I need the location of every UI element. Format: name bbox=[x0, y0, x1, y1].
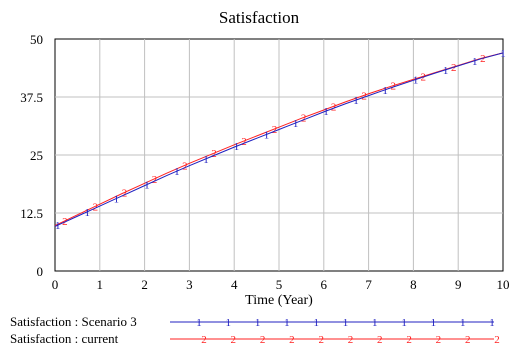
legend-item: Satisfaction : current 2 2 2 2 2 2 2 2 2 2 2 bbox=[10, 331, 500, 346]
series-marker: 1 bbox=[85, 207, 91, 219]
y-tick-label: 12.5 bbox=[20, 206, 43, 221]
series-marker: 2 bbox=[451, 62, 457, 74]
x-tick-label: 7 bbox=[365, 277, 372, 292]
x-tick-label: 9 bbox=[455, 277, 462, 292]
legend-marker: 1 bbox=[401, 317, 407, 329]
series-marker: 1 bbox=[174, 166, 180, 178]
x-tick-label: 8 bbox=[410, 277, 417, 292]
series-marker: 1 bbox=[382, 85, 388, 97]
series-marker: 1 bbox=[293, 118, 299, 130]
legend-marker: 1 bbox=[343, 317, 349, 329]
legend-marker: 2 bbox=[436, 334, 442, 346]
y-tick-label: 37.5 bbox=[20, 90, 43, 105]
legend-label: Satisfaction : Scenario 3 bbox=[10, 314, 137, 329]
series-marker: 1 bbox=[114, 193, 120, 205]
legend-marker: 2 bbox=[201, 334, 207, 346]
y-tick-label: 25 bbox=[30, 148, 43, 163]
legend-marker: 1 bbox=[226, 317, 232, 329]
legend-marker: 1 bbox=[255, 317, 261, 329]
series-marker: 2 bbox=[301, 113, 307, 125]
legend-marker: 2 bbox=[231, 334, 237, 346]
x-tick-label: 10 bbox=[497, 277, 510, 292]
series-marker: 1 bbox=[500, 48, 506, 60]
series-marker: 2 bbox=[211, 148, 217, 160]
legend-marker: 1 bbox=[460, 317, 466, 329]
series-marker: 2 bbox=[480, 53, 486, 65]
series-marker: 2 bbox=[122, 187, 128, 199]
x-tick-label: 2 bbox=[141, 277, 148, 292]
x-tick-label: 5 bbox=[276, 277, 283, 292]
legend-marker: 2 bbox=[348, 334, 354, 346]
legend-marker: 2 bbox=[494, 334, 500, 346]
series-marker: 2 bbox=[93, 201, 99, 213]
series-marker: 1 bbox=[472, 56, 478, 68]
series-scenario-3: 1 1 1 1 1 1 1 1 1 1 1 1 1 1 1 1 bbox=[54, 48, 506, 232]
series-marker: 2 bbox=[182, 160, 188, 172]
chart-title: Satisfaction bbox=[219, 8, 300, 27]
series-marker: 1 bbox=[203, 154, 209, 166]
grid-lines bbox=[55, 39, 503, 271]
legend-marker: 2 bbox=[406, 334, 412, 346]
series-marker: 1 bbox=[413, 75, 419, 87]
series-marker: 2 bbox=[152, 174, 158, 186]
x-tick-label: 4 bbox=[231, 277, 238, 292]
legend-marker: 1 bbox=[489, 317, 495, 329]
series-marker: 1 bbox=[353, 95, 359, 107]
y-tick-label: 0 bbox=[37, 264, 44, 279]
series-marker: 1 bbox=[144, 180, 150, 192]
legend: Satisfaction : Scenario 3 1 1 1 1 1 1 1 1 1 1 1Sati… bbox=[10, 314, 500, 346]
x-axis-label: Time (Year) bbox=[245, 293, 313, 308]
legend-marker: 1 bbox=[431, 317, 437, 329]
series-marker: 1 bbox=[264, 129, 270, 141]
legend-marker: 2 bbox=[318, 334, 324, 346]
legend-marker: 1 bbox=[372, 317, 378, 329]
legend-marker: 1 bbox=[313, 317, 319, 329]
legend-marker: 2 bbox=[260, 334, 266, 346]
x-tick-label: 3 bbox=[186, 277, 193, 292]
series-marker: 1 bbox=[55, 220, 61, 232]
x-tick-label: 0 bbox=[52, 277, 59, 292]
legend-marker: 2 bbox=[377, 334, 383, 346]
x-tick-label: 6 bbox=[321, 277, 328, 292]
series-marker: 1 bbox=[234, 141, 240, 153]
series-marker: 1 bbox=[443, 65, 449, 77]
legend-label: Satisfaction : current bbox=[10, 331, 119, 346]
legend-marker: 1 bbox=[284, 317, 290, 329]
x-tick-label: 1 bbox=[97, 277, 104, 292]
series-marker: 2 bbox=[272, 124, 278, 136]
series-line bbox=[54, 52, 504, 226]
series-line bbox=[54, 52, 504, 227]
legend-marker: 1 bbox=[196, 317, 202, 329]
series-marker: 2 bbox=[241, 136, 247, 148]
series-marker: 2 bbox=[361, 90, 367, 102]
series-marker: 1 bbox=[323, 106, 329, 118]
legend-marker: 2 bbox=[289, 334, 295, 346]
series-marker: 2 bbox=[331, 101, 337, 113]
legend-marker: 2 bbox=[465, 334, 471, 346]
y-tick-label: 50 bbox=[30, 32, 43, 47]
legend-item: Satisfaction : Scenario 3 1 1 1 1 1 1 1 1 1 1 1 bbox=[10, 314, 495, 329]
